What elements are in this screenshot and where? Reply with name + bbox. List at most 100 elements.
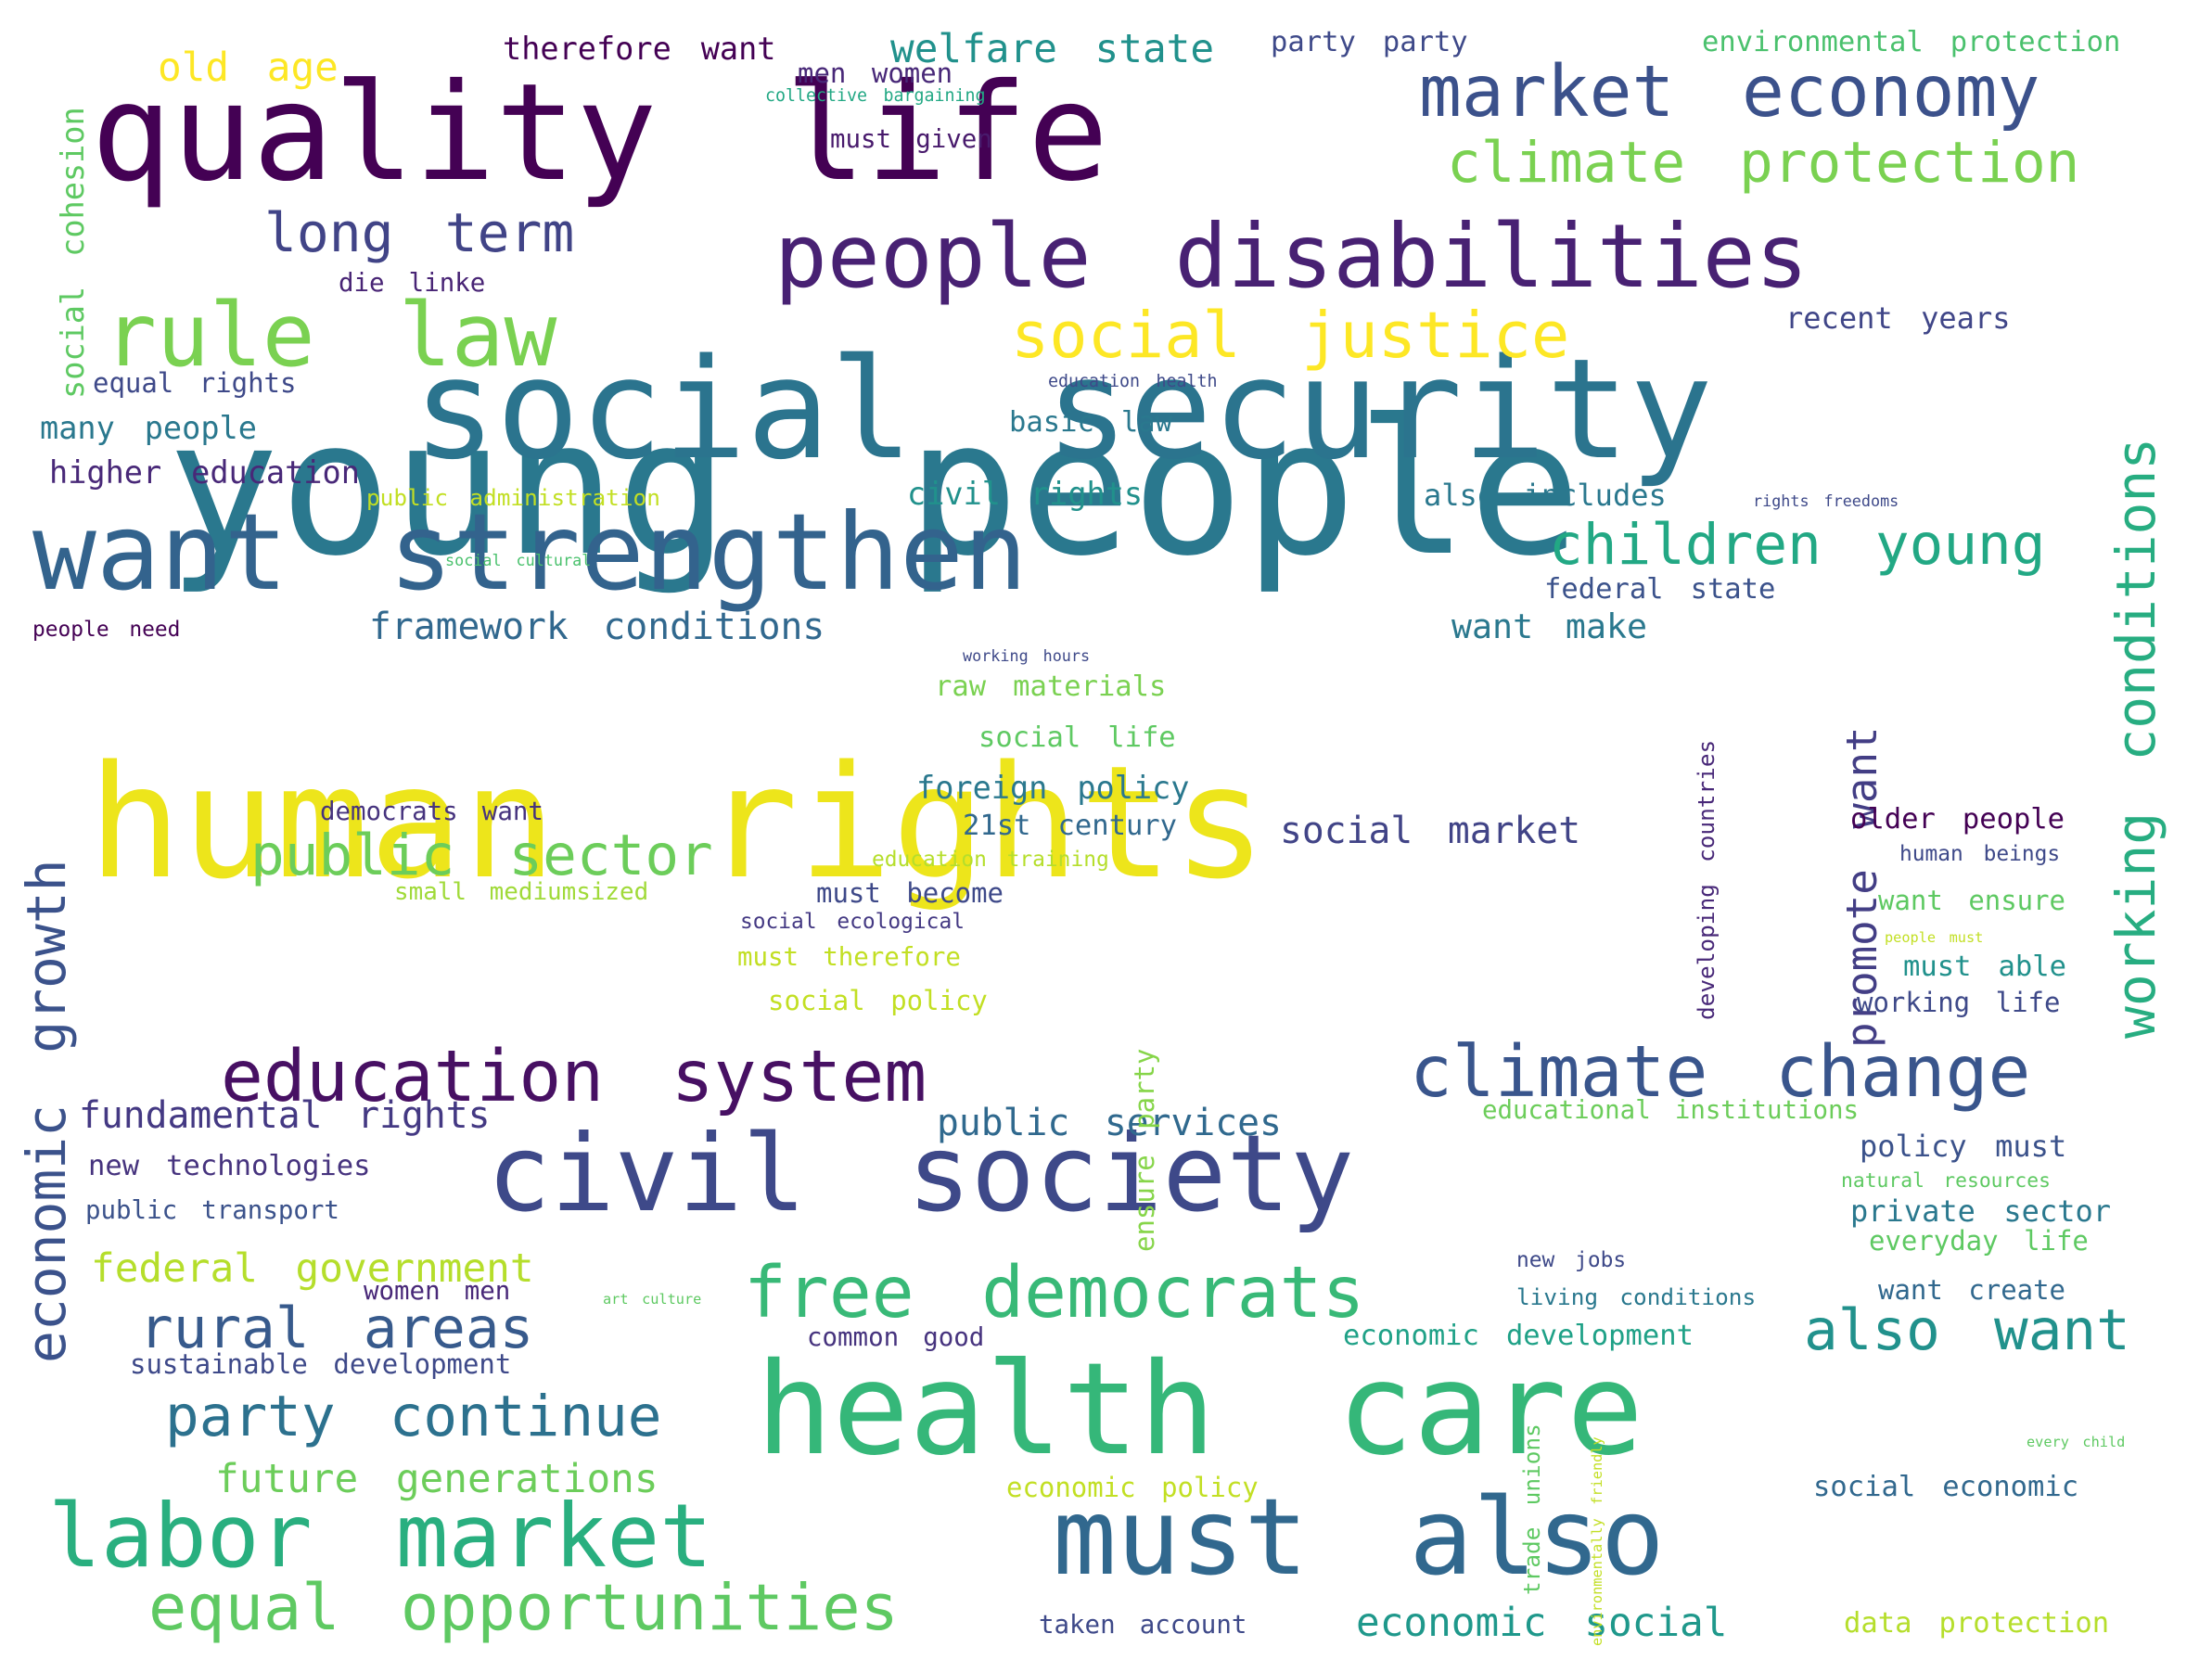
word-market-economy: market economy — [1419, 49, 2040, 133]
word-every-child: every child — [2027, 1433, 2126, 1450]
word-long-term: long term — [264, 200, 575, 264]
word-party-party: party party — [1271, 26, 1468, 59]
word-working-hours: working hours — [963, 646, 1091, 666]
word-living-conditions: living conditions — [1516, 1283, 1757, 1310]
word-new-jobs: new jobs — [1516, 1248, 1627, 1273]
word-taken-account: taken account — [1039, 1610, 1247, 1640]
word-women-men: women men — [364, 1276, 511, 1306]
word-public-services: public services — [937, 1102, 1282, 1145]
word-data-protection: data protection — [1844, 1607, 2110, 1640]
word-rule-law: rule law — [104, 285, 557, 388]
word-fundamental-rights: fundamental rights — [79, 1094, 491, 1138]
word-education-system: education system — [221, 1034, 927, 1117]
word-people-need: people need — [32, 618, 181, 643]
word-working-conditions: working conditions — [2104, 437, 2167, 1039]
word-foreign-policy: foreign policy — [916, 770, 1190, 807]
word-social-economic: social economic — [1813, 1471, 2079, 1504]
word-common-good: common good — [807, 1322, 985, 1352]
word-democrats-want: democrats want — [320, 797, 543, 826]
word-must-given: must given — [830, 124, 992, 154]
word-social-ecological: social ecological — [740, 910, 965, 935]
word-men-women: men women — [798, 57, 953, 90]
word-21st-century: 21st century — [963, 810, 1178, 843]
word-must-therefore: must therefore — [737, 942, 961, 972]
word-everyday-life: everyday life — [1869, 1225, 2089, 1257]
word-social-security: social security — [413, 329, 1713, 491]
word-equal-rights: equal rights — [93, 367, 297, 400]
word-party-continue: party continue — [165, 1384, 662, 1450]
word-young-people: young people — [167, 379, 1581, 597]
word-federal-government: federal government — [91, 1245, 534, 1293]
word-higher-education: higher education — [49, 454, 360, 491]
word-quality-life: quality life — [91, 56, 1109, 212]
word-working-life: working life — [1857, 987, 2061, 1019]
word-human-beings: human beings — [1899, 842, 2061, 867]
word-must-also: must also — [1053, 1475, 1665, 1600]
word-developing-countries: developing countries — [1693, 739, 1720, 1020]
word-new-technologies: new technologies — [88, 1150, 371, 1183]
word-older-people: older people — [1850, 803, 2065, 836]
word-human-rights: human rights — [88, 731, 1267, 913]
word-future-generations: future generations — [215, 1456, 658, 1503]
word-social-justice: social justice — [1011, 298, 1570, 373]
word-framework-conditions: framework conditions — [369, 606, 825, 649]
word-economic-development: economic development — [1343, 1320, 1694, 1353]
word-educational-institutions: educational institutions — [1482, 1095, 1860, 1125]
word-want-ensure: want ensure — [1878, 885, 2065, 917]
word-social-cohesion: social cohesion — [55, 107, 91, 399]
word-climate-protection: climate protection — [1447, 130, 2080, 197]
word-social-market: social market — [1280, 810, 1581, 853]
word-collective-bargaining: collective bargaining — [765, 85, 986, 106]
word-public-sector: public sector — [250, 823, 713, 889]
word-social-life: social life — [978, 721, 1176, 755]
word-raw-materials: raw materials — [935, 670, 1167, 704]
word-public-transport: public transport — [85, 1195, 339, 1225]
word-trade-unions: trade unions — [1518, 1423, 1545, 1595]
word-many-people: many people — [40, 410, 257, 447]
word-environmentally-friendly: environmentally friendly — [1589, 1436, 1605, 1646]
word-children-young: children young — [1549, 512, 2046, 579]
word-want-create: want create — [1878, 1274, 2065, 1307]
word-education-training: education training — [872, 848, 1109, 873]
word-people-disabilities: people disabilities — [774, 206, 1809, 309]
word-die-linke: die linke — [339, 268, 486, 298]
word-economic-social: economic social — [1356, 1600, 1728, 1647]
word-private-sector: private sector — [1850, 1193, 2112, 1229]
word-economic-growth: economic growth — [15, 859, 78, 1363]
word-also-includes: also includes — [1424, 477, 1667, 513]
word-labor-market: labor market — [48, 1486, 713, 1589]
word-rights-freedoms: rights freedoms — [1753, 491, 1899, 511]
word-small-mediumsized: small mediumsized — [394, 878, 649, 907]
word-natural-resources: natural resources — [1841, 1168, 2051, 1193]
word-equal-opportunities: equal opportunities — [148, 1570, 899, 1645]
word-rural-areas: rural areas — [139, 1295, 534, 1362]
word-federal-state: federal state — [1544, 573, 1776, 606]
word-social-cultural: social cultural — [445, 551, 592, 570]
word-recent-years: recent years — [1785, 300, 2011, 336]
word-want-strengthen: want strengthen — [32, 491, 1028, 615]
word-environmental-protection: environmental protection — [1702, 26, 2121, 59]
word-art-culture: art culture — [603, 1290, 702, 1308]
word-must-able: must able — [1903, 951, 2066, 984]
word-welfare-state: welfare state — [890, 26, 1215, 73]
word-civil-society: civil society — [487, 1112, 1355, 1236]
word-social-policy: social policy — [768, 985, 988, 1017]
word-therefore-want: therefore want — [503, 31, 776, 68]
word-health-care: health care — [756, 1335, 1643, 1484]
word-climate-change: climate change — [1410, 1029, 2031, 1113]
word-policy-must: policy must — [1860, 1128, 2067, 1164]
word-ensure-party: ensure party — [1129, 1048, 1160, 1252]
word-want-make: want make — [1451, 606, 1648, 647]
word-people-must: people must — [1885, 928, 1984, 946]
word-free-democrats: free democrats — [744, 1250, 1365, 1334]
word-old-age: old age — [158, 45, 339, 92]
word-civil-rights: civil rights — [907, 476, 1144, 513]
word-basic-law: basic law — [1009, 406, 1172, 440]
word-education-health: education health — [1048, 371, 1218, 391]
word-must-become: must become — [816, 877, 1004, 910]
word-public-administration: public administration — [366, 483, 660, 511]
word-economic-policy: economic policy — [1006, 1472, 1259, 1504]
word-also-want: also want — [1804, 1297, 2130, 1364]
word-sustainable-development: sustainable development — [130, 1348, 512, 1381]
